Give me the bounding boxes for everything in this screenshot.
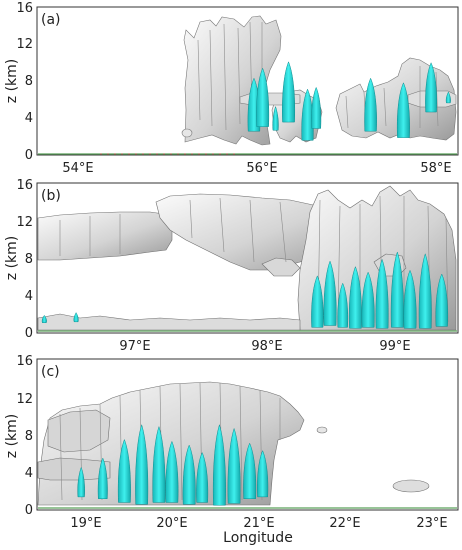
panel-a-cyan-core-8	[425, 62, 437, 113]
panel-b-cloud-convective-east	[297, 185, 457, 331]
panel-c-y-axis-title: z (km)	[4, 414, 20, 458]
panel-c-cyan-core-4	[152, 425, 166, 503]
panel-b-x-tick-97: 97°E	[119, 339, 150, 354]
panel-b-cloud-field	[37, 185, 457, 331]
panel-a-y-tick-8: 8	[25, 74, 33, 89]
panel-b-y-tick-8: 8	[25, 252, 33, 267]
panel-b-y-tick-4: 4	[25, 289, 33, 304]
panel-a-cyan-core-1	[256, 67, 270, 127]
panel-c-cloud-blob-east	[392, 479, 430, 493]
panel-c-x-tick-23: 23°E	[416, 516, 447, 531]
panel-b-cyan-cores	[41, 251, 449, 329]
panel-c-cyan-core-6	[182, 444, 196, 505]
panel-a-cyan-cores	[247, 61, 451, 141]
panel-c-y-tick-8: 8	[25, 429, 33, 444]
panel-a-cyan-core-5	[311, 86, 322, 129]
panel-c-y-tick-12: 12	[16, 392, 33, 407]
panel-b-cyan-core-10	[73, 312, 79, 323]
panel-b-cloud-bubble-mid	[261, 257, 301, 277]
panel-c-cyan-core-11	[257, 450, 269, 498]
panel-a-cyan-core-6	[364, 77, 377, 132]
panel-c-cyan-core-9	[227, 427, 241, 504]
panel-c-y-tick-4: 4	[25, 466, 33, 481]
panel-a-label: (a)	[41, 12, 61, 28]
panel-c-cyan-core-7	[196, 451, 209, 503]
panel-b-cloud-low-band	[37, 313, 301, 331]
panel-b-cloud-anvil-west	[37, 211, 173, 261]
panel-c-cyan-core-8	[212, 423, 226, 506]
panel-b-cyan-core-2	[337, 282, 349, 328]
panel-c-cloud-blob-mid	[316, 426, 328, 434]
panel-a-x-tick-54: 54°E	[62, 161, 93, 176]
panel-a-cloud-blob-small	[181, 128, 193, 138]
panel-a-cyan-core-2	[272, 105, 279, 131]
panel-b-cyan-core-5	[375, 258, 389, 329]
panel-a-x-tick-56: 56°E	[246, 161, 277, 176]
panel-a-cyan-core-3	[282, 61, 296, 123]
panel-b-y-tick-12: 12	[16, 215, 33, 230]
panel-b-cyan-core-9	[435, 273, 449, 327]
panel-c-cyan-core-3	[135, 423, 149, 505]
panel-a-y-tick-4: 4	[25, 111, 33, 126]
panel-a-y-tick-0: 0	[25, 148, 33, 163]
panel-b-cyan-core-7	[403, 269, 417, 329]
panel-b-x-tick-98: 98°E	[251, 339, 282, 354]
panel-c-cyan-core-2	[117, 438, 131, 503]
panel-b-cyan-core-11	[41, 314, 47, 323]
panel-c-x-tick-21: 21°E	[243, 516, 274, 531]
panel-a-cyan-core-9	[445, 91, 451, 104]
panel-c-y-tick-0: 0	[25, 503, 33, 518]
panel-c: (c) z (km) 0 4 8 12 16 19°E 20°E 21°E 22…	[4, 354, 459, 546]
panel-c-cyan-core-0	[77, 466, 85, 498]
panel-c-cloud-anvil-west	[47, 409, 111, 453]
panel-c-x-tick-20: 20°E	[156, 516, 187, 531]
panel-c-cloud-low-west	[37, 457, 111, 481]
panel-b-cloud-strands	[59, 195, 449, 323]
panel-b-y-axis-title: z (km)	[4, 236, 20, 280]
panel-a-y-tick-12: 12	[16, 37, 33, 52]
panel-b: (b) z (km) 0 4 8 12 16 97°E 98°E 99°E	[4, 178, 459, 354]
panel-a-cyan-core-4	[301, 88, 314, 141]
panel-c-cyan-core-5	[165, 440, 179, 503]
panel-b-cyan-core-1	[323, 260, 337, 326]
panel-a: (a) z (km) 0 4 8 12 16 54°E 56°E 58°E	[4, 1, 459, 176]
panel-b-y-tick-16: 16	[16, 178, 33, 193]
panel-c-x-tick-19: 19°E	[70, 516, 101, 531]
panel-b-cyan-core-0	[311, 275, 324, 328]
panel-c-x-tick-22: 22°E	[329, 516, 360, 531]
panel-b-cyan-core-8	[418, 253, 432, 329]
panel-a-cyan-core-7	[396, 82, 410, 138]
panel-b-y-tick-0: 0	[25, 326, 33, 341]
panel-b-label: (b)	[41, 188, 61, 204]
panel-a-y-axis-title: z (km)	[4, 59, 20, 103]
panel-a-y-tick-16: 16	[16, 1, 33, 16]
panel-c-x-axis-title: Longitude	[223, 530, 293, 546]
panel-b-cyan-core-4	[361, 271, 375, 328]
panel-c-y-tick-16: 16	[16, 354, 33, 369]
panel-a-x-tick-58: 58°E	[420, 161, 451, 176]
panel-b-x-tick-99: 99°E	[379, 339, 410, 354]
panel-c-label: (c)	[41, 364, 60, 380]
panel-c-cyan-core-10	[243, 442, 257, 499]
panel-c-cyan-core-1	[97, 457, 108, 499]
panel-c-cyan-cores	[77, 423, 269, 506]
